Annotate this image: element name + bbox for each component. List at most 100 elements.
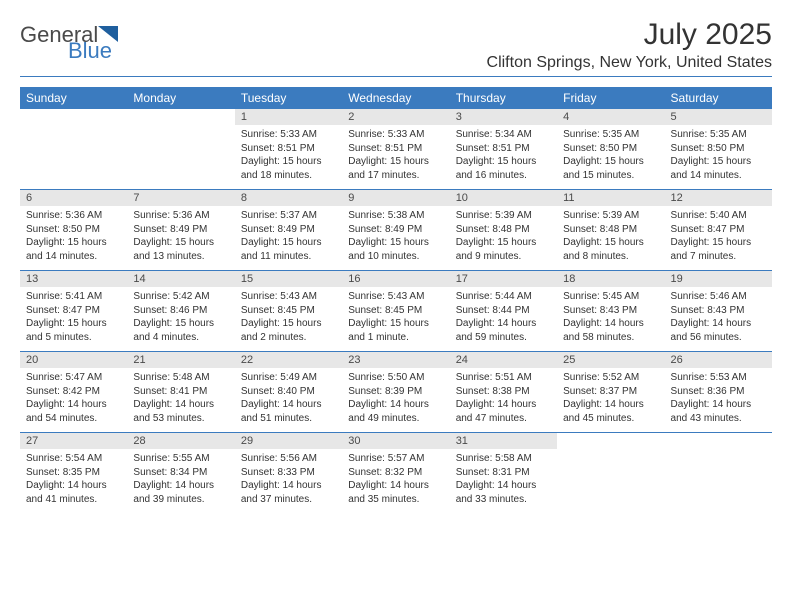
logo-blue-text: Blue	[68, 38, 112, 58]
day-number: 6	[20, 190, 127, 206]
day-content: Sunrise: 5:55 AMSunset: 8:34 PMDaylight:…	[127, 449, 234, 509]
day-content: Sunrise: 5:56 AMSunset: 8:33 PMDaylight:…	[235, 449, 342, 509]
day-content: Sunrise: 5:33 AMSunset: 8:51 PMDaylight:…	[342, 125, 449, 185]
day-cell: 10Sunrise: 5:39 AMSunset: 8:48 PMDayligh…	[450, 190, 557, 270]
day-cell: 21Sunrise: 5:48 AMSunset: 8:41 PMDayligh…	[127, 352, 234, 432]
day-number: 12	[665, 190, 772, 206]
dow-cell: Monday	[127, 87, 234, 109]
day-number: 19	[665, 271, 772, 287]
day-content: Sunrise: 5:36 AMSunset: 8:50 PMDaylight:…	[20, 206, 127, 266]
day-cell: 4Sunrise: 5:35 AMSunset: 8:50 PMDaylight…	[557, 109, 664, 189]
day-cell	[20, 109, 127, 189]
month-title: July 2025	[487, 18, 772, 52]
day-number: 11	[557, 190, 664, 206]
day-content: Sunrise: 5:36 AMSunset: 8:49 PMDaylight:…	[127, 206, 234, 266]
day-content: Sunrise: 5:47 AMSunset: 8:42 PMDaylight:…	[20, 368, 127, 428]
day-cell: 24Sunrise: 5:51 AMSunset: 8:38 PMDayligh…	[450, 352, 557, 432]
week-row: 6Sunrise: 5:36 AMSunset: 8:50 PMDaylight…	[20, 189, 772, 270]
day-content: Sunrise: 5:49 AMSunset: 8:40 PMDaylight:…	[235, 368, 342, 428]
day-number: 13	[20, 271, 127, 287]
day-cell: 11Sunrise: 5:39 AMSunset: 8:48 PMDayligh…	[557, 190, 664, 270]
day-content: Sunrise: 5:43 AMSunset: 8:45 PMDaylight:…	[342, 287, 449, 347]
day-content: Sunrise: 5:54 AMSunset: 8:35 PMDaylight:…	[20, 449, 127, 509]
day-number: 22	[235, 352, 342, 368]
logo-svg: General Blue	[20, 18, 120, 58]
day-cell: 18Sunrise: 5:45 AMSunset: 8:43 PMDayligh…	[557, 271, 664, 351]
day-number: 18	[557, 271, 664, 287]
day-cell: 28Sunrise: 5:55 AMSunset: 8:34 PMDayligh…	[127, 433, 234, 513]
calendar: SundayMondayTuesdayWednesdayThursdayFrid…	[20, 87, 772, 513]
day-number: 24	[450, 352, 557, 368]
day-number: 2	[342, 109, 449, 125]
day-cell: 14Sunrise: 5:42 AMSunset: 8:46 PMDayligh…	[127, 271, 234, 351]
day-cell	[665, 433, 772, 513]
dow-cell: Wednesday	[342, 87, 449, 109]
week-row: 1Sunrise: 5:33 AMSunset: 8:51 PMDaylight…	[20, 109, 772, 189]
day-number: 23	[342, 352, 449, 368]
day-content: Sunrise: 5:52 AMSunset: 8:37 PMDaylight:…	[557, 368, 664, 428]
day-cell: 23Sunrise: 5:50 AMSunset: 8:39 PMDayligh…	[342, 352, 449, 432]
day-cell: 2Sunrise: 5:33 AMSunset: 8:51 PMDaylight…	[342, 109, 449, 189]
day-content: Sunrise: 5:33 AMSunset: 8:51 PMDaylight:…	[235, 125, 342, 185]
title-block: July 2025 Clifton Springs, New York, Uni…	[487, 18, 772, 72]
day-content: Sunrise: 5:37 AMSunset: 8:49 PMDaylight:…	[235, 206, 342, 266]
day-content: Sunrise: 5:39 AMSunset: 8:48 PMDaylight:…	[450, 206, 557, 266]
day-cell: 19Sunrise: 5:46 AMSunset: 8:43 PMDayligh…	[665, 271, 772, 351]
day-number: 7	[127, 190, 234, 206]
week-row: 13Sunrise: 5:41 AMSunset: 8:47 PMDayligh…	[20, 270, 772, 351]
day-number: 21	[127, 352, 234, 368]
day-number: 15	[235, 271, 342, 287]
location: Clifton Springs, New York, United States	[487, 54, 772, 72]
day-content: Sunrise: 5:53 AMSunset: 8:36 PMDaylight:…	[665, 368, 772, 428]
day-content: Sunrise: 5:50 AMSunset: 8:39 PMDaylight:…	[342, 368, 449, 428]
week-row: 27Sunrise: 5:54 AMSunset: 8:35 PMDayligh…	[20, 432, 772, 513]
day-content: Sunrise: 5:38 AMSunset: 8:49 PMDaylight:…	[342, 206, 449, 266]
day-cell: 9Sunrise: 5:38 AMSunset: 8:49 PMDaylight…	[342, 190, 449, 270]
day-content: Sunrise: 5:46 AMSunset: 8:43 PMDaylight:…	[665, 287, 772, 347]
dow-cell: Tuesday	[235, 87, 342, 109]
day-cell: 27Sunrise: 5:54 AMSunset: 8:35 PMDayligh…	[20, 433, 127, 513]
logo: General Blue	[20, 18, 120, 58]
day-number: 9	[342, 190, 449, 206]
day-number: 30	[342, 433, 449, 449]
day-number: 28	[127, 433, 234, 449]
day-content: Sunrise: 5:43 AMSunset: 8:45 PMDaylight:…	[235, 287, 342, 347]
day-number: 29	[235, 433, 342, 449]
day-content: Sunrise: 5:45 AMSunset: 8:43 PMDaylight:…	[557, 287, 664, 347]
day-cell: 25Sunrise: 5:52 AMSunset: 8:37 PMDayligh…	[557, 352, 664, 432]
day-cell: 16Sunrise: 5:43 AMSunset: 8:45 PMDayligh…	[342, 271, 449, 351]
dow-cell: Saturday	[665, 87, 772, 109]
day-content: Sunrise: 5:42 AMSunset: 8:46 PMDaylight:…	[127, 287, 234, 347]
day-cell: 17Sunrise: 5:44 AMSunset: 8:44 PMDayligh…	[450, 271, 557, 351]
week-row: 20Sunrise: 5:47 AMSunset: 8:42 PMDayligh…	[20, 351, 772, 432]
day-content: Sunrise: 5:48 AMSunset: 8:41 PMDaylight:…	[127, 368, 234, 428]
day-content: Sunrise: 5:58 AMSunset: 8:31 PMDaylight:…	[450, 449, 557, 509]
header: General Blue July 2025 Clifton Springs, …	[20, 18, 772, 72]
day-content: Sunrise: 5:51 AMSunset: 8:38 PMDaylight:…	[450, 368, 557, 428]
day-cell	[127, 109, 234, 189]
day-content: Sunrise: 5:57 AMSunset: 8:32 PMDaylight:…	[342, 449, 449, 509]
day-cell: 20Sunrise: 5:47 AMSunset: 8:42 PMDayligh…	[20, 352, 127, 432]
day-content: Sunrise: 5:34 AMSunset: 8:51 PMDaylight:…	[450, 125, 557, 185]
day-content: Sunrise: 5:41 AMSunset: 8:47 PMDaylight:…	[20, 287, 127, 347]
day-number: 5	[665, 109, 772, 125]
day-number: 10	[450, 190, 557, 206]
day-number: 20	[20, 352, 127, 368]
day-cell	[557, 433, 664, 513]
day-cell: 12Sunrise: 5:40 AMSunset: 8:47 PMDayligh…	[665, 190, 772, 270]
dow-cell: Sunday	[20, 87, 127, 109]
day-cell: 13Sunrise: 5:41 AMSunset: 8:47 PMDayligh…	[20, 271, 127, 351]
day-cell: 30Sunrise: 5:57 AMSunset: 8:32 PMDayligh…	[342, 433, 449, 513]
day-cell: 22Sunrise: 5:49 AMSunset: 8:40 PMDayligh…	[235, 352, 342, 432]
day-content: Sunrise: 5:35 AMSunset: 8:50 PMDaylight:…	[557, 125, 664, 185]
day-number: 14	[127, 271, 234, 287]
day-number: 3	[450, 109, 557, 125]
weeks-container: 1Sunrise: 5:33 AMSunset: 8:51 PMDaylight…	[20, 109, 772, 513]
day-cell: 7Sunrise: 5:36 AMSunset: 8:49 PMDaylight…	[127, 190, 234, 270]
top-rule	[20, 76, 772, 77]
day-cell: 5Sunrise: 5:35 AMSunset: 8:50 PMDaylight…	[665, 109, 772, 189]
day-content: Sunrise: 5:39 AMSunset: 8:48 PMDaylight:…	[557, 206, 664, 266]
dow-cell: Friday	[557, 87, 664, 109]
days-of-week-row: SundayMondayTuesdayWednesdayThursdayFrid…	[20, 87, 772, 109]
day-cell: 31Sunrise: 5:58 AMSunset: 8:31 PMDayligh…	[450, 433, 557, 513]
